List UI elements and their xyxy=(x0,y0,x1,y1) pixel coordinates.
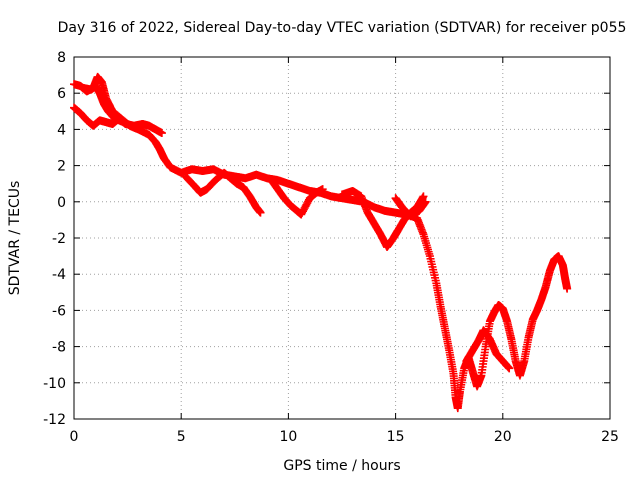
series-track-d xyxy=(181,168,265,217)
axis-ticks: 0 5 10 15 20 25 -12 -10 -8 -6 -4 -2 0 2 4 6 8 xyxy=(43,50,619,445)
y-tick-label: 8 xyxy=(57,50,66,66)
data-points xyxy=(70,72,572,413)
y-tick-label: -10 xyxy=(43,376,66,392)
data-point xyxy=(419,192,428,201)
y-tick-label: -6 xyxy=(52,303,66,319)
y-tick-label: -4 xyxy=(52,267,66,283)
x-tick-label: 10 xyxy=(279,429,297,445)
y-tick-label: 2 xyxy=(57,159,66,175)
y-tick-label: -8 xyxy=(52,340,66,356)
series-track-e xyxy=(267,176,327,219)
data-point xyxy=(127,121,136,130)
x-tick-label: 25 xyxy=(601,429,619,445)
data-point xyxy=(256,208,265,217)
x-tick-label: 5 xyxy=(177,429,186,445)
y-tick-label: 4 xyxy=(57,122,66,138)
x-tick-label: 0 xyxy=(70,429,79,445)
y-tick-label: 0 xyxy=(57,195,66,211)
data-point xyxy=(563,284,572,293)
x-tick-label: 15 xyxy=(387,429,405,445)
data-point xyxy=(505,364,514,373)
x-tick-label: 20 xyxy=(494,429,512,445)
data-point xyxy=(157,129,166,138)
series-track-h xyxy=(462,326,514,373)
x-axis-label: GPS time / hours xyxy=(283,458,400,474)
data-point xyxy=(318,185,327,194)
y-tick-label: 6 xyxy=(57,86,66,102)
chart-title: Day 316 of 2022, Sidereal Day-to-day VTE… xyxy=(58,20,627,36)
grid-lines xyxy=(74,57,610,419)
y-tick-label: -12 xyxy=(43,412,66,428)
data-point xyxy=(421,197,430,206)
series-track-g xyxy=(391,194,430,221)
y-axis-label: SDTVAR / TECUs xyxy=(7,181,23,296)
y-tick-label: -2 xyxy=(52,231,66,247)
series-track-c xyxy=(78,81,136,130)
